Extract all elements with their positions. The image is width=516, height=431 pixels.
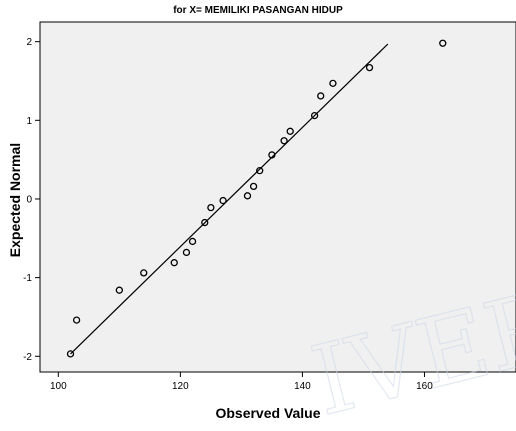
y-tick-label: 0 bbox=[26, 194, 32, 205]
data-point bbox=[188, 237, 197, 246]
y-tick-label: 2 bbox=[26, 37, 32, 48]
data-point bbox=[243, 192, 252, 200]
data-point bbox=[72, 316, 81, 324]
data-point bbox=[329, 79, 337, 87]
y-tick-label: 1 bbox=[26, 116, 32, 127]
y-tick-label: -2 bbox=[23, 352, 32, 363]
data-point bbox=[256, 167, 264, 175]
data-point bbox=[365, 63, 374, 72]
y-axis-label: Expected Normal bbox=[7, 143, 23, 257]
plot-area bbox=[39, 21, 516, 373]
data-point bbox=[280, 137, 288, 145]
data-point bbox=[140, 269, 148, 277]
chart-title: for X= MEMILIKI PASANGAN HIDUP bbox=[173, 5, 343, 16]
data-point bbox=[170, 259, 178, 267]
x-tick-label: 160 bbox=[416, 381, 433, 392]
data-point bbox=[201, 218, 209, 227]
y-axis: -2 -1 0 1 2 bbox=[23, 37, 40, 363]
reference-line-group bbox=[70, 43, 389, 355]
data-point bbox=[182, 248, 191, 257]
reference-line bbox=[70, 43, 389, 355]
data-points bbox=[66, 39, 447, 358]
data-point bbox=[249, 182, 258, 191]
x-tick-label: 140 bbox=[294, 381, 311, 392]
data-point bbox=[219, 196, 227, 205]
data-point bbox=[207, 203, 215, 212]
x-axis-label: Observed Value bbox=[215, 405, 320, 421]
x-tick-label: 100 bbox=[50, 381, 67, 392]
data-point bbox=[115, 286, 123, 294]
data-point bbox=[310, 111, 319, 120]
data-point bbox=[66, 350, 75, 358]
data-point bbox=[268, 151, 276, 159]
y-tick-label: -1 bbox=[23, 273, 32, 284]
x-axis: 100 120 140 160 bbox=[50, 372, 433, 392]
x-tick-label: 120 bbox=[172, 381, 189, 392]
data-point bbox=[439, 39, 447, 47]
data-point bbox=[317, 92, 325, 100]
data-point bbox=[286, 127, 294, 135]
